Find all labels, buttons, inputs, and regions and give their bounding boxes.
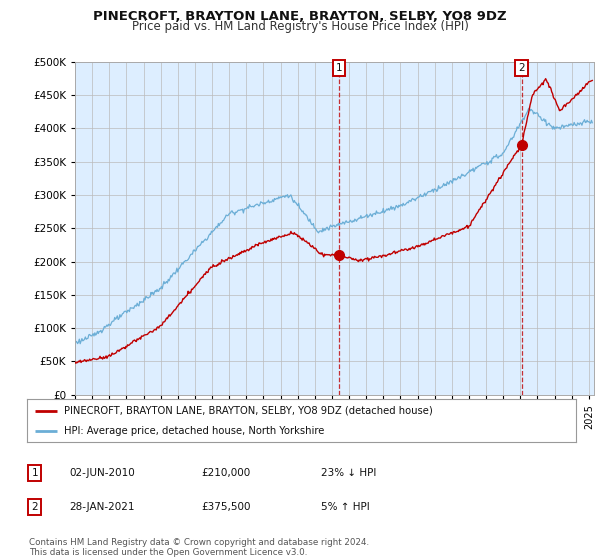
Text: 02-JUN-2010: 02-JUN-2010 [69, 468, 135, 478]
Text: £375,500: £375,500 [201, 502, 251, 512]
Text: HPI: Average price, detached house, North Yorkshire: HPI: Average price, detached house, Nort… [64, 426, 325, 436]
Text: 23% ↓ HPI: 23% ↓ HPI [321, 468, 376, 478]
Text: 1: 1 [336, 63, 343, 73]
Text: 28-JAN-2021: 28-JAN-2021 [69, 502, 134, 512]
Text: Price paid vs. HM Land Registry's House Price Index (HPI): Price paid vs. HM Land Registry's House … [131, 20, 469, 33]
Text: PINECROFT, BRAYTON LANE, BRAYTON, SELBY, YO8 9DZ: PINECROFT, BRAYTON LANE, BRAYTON, SELBY,… [93, 10, 507, 23]
Text: 1: 1 [31, 468, 38, 478]
Text: £210,000: £210,000 [201, 468, 250, 478]
Text: 2: 2 [31, 502, 38, 512]
Text: 5% ↑ HPI: 5% ↑ HPI [321, 502, 370, 512]
Text: Contains HM Land Registry data © Crown copyright and database right 2024.
This d: Contains HM Land Registry data © Crown c… [29, 538, 369, 557]
Text: PINECROFT, BRAYTON LANE, BRAYTON, SELBY, YO8 9DZ (detached house): PINECROFT, BRAYTON LANE, BRAYTON, SELBY,… [64, 406, 433, 416]
Text: 2: 2 [518, 63, 525, 73]
